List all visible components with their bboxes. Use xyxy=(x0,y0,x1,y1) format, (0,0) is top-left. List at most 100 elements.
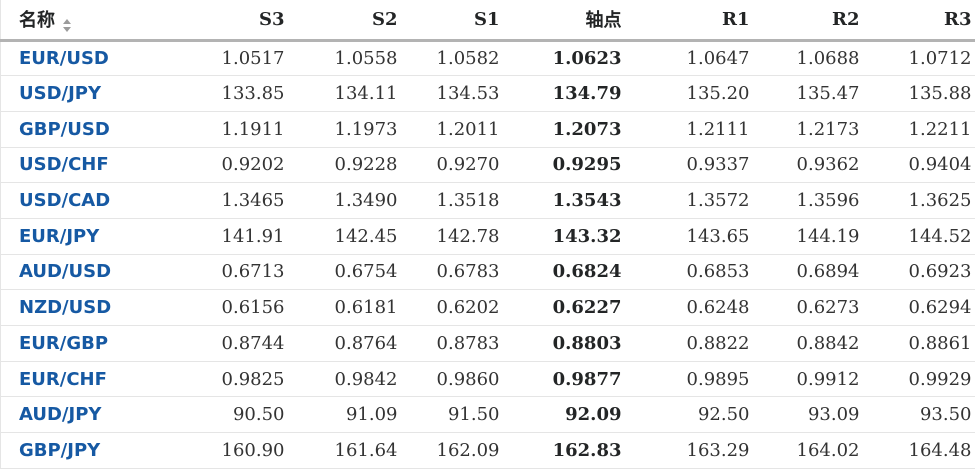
cell-s3: 141.91 xyxy=(165,218,289,255)
pair-link[interactable]: GBP/JPY xyxy=(19,439,101,461)
column-header-name[interactable]: 名称 xyxy=(0,0,166,42)
column-header-s3: S3 xyxy=(165,0,289,42)
cell-r2: 93.09 xyxy=(753,396,864,434)
cell-s1: 142.78 xyxy=(401,218,504,255)
table-row: GBP/USD 1.1911 1.1973 1.2011 1.2073 1.21… xyxy=(0,111,975,148)
pair-link[interactable]: NZD/USD xyxy=(19,297,112,319)
column-header-r1: R1 xyxy=(625,0,754,42)
cell-r2: 1.0688 xyxy=(753,40,864,77)
table-row: GBP/JPY 160.90 161.64 162.09 162.83 163.… xyxy=(0,432,975,469)
table-row: AUD/JPY 90.50 91.09 91.50 92.09 92.50 93… xyxy=(0,396,975,434)
header-row: 名称 S3 S2 S1 轴点 R1 R2 R3 xyxy=(0,0,975,42)
table-row: NZD/USD 0.6156 0.6181 0.6202 0.6227 0.62… xyxy=(0,289,975,326)
column-header-s2: S2 xyxy=(288,0,402,42)
table-row: USD/CAD 1.3465 1.3490 1.3518 1.3543 1.35… xyxy=(0,182,975,219)
cell-r1: 1.3572 xyxy=(625,182,754,219)
cell-pair-name: USD/CHF xyxy=(0,147,166,184)
pair-link[interactable]: EUR/GBP xyxy=(19,332,109,354)
cell-r1: 0.6853 xyxy=(625,254,754,291)
table-row: USD/CHF 0.9202 0.9228 0.9270 0.9295 0.93… xyxy=(0,147,975,184)
pair-link[interactable]: EUR/JPY xyxy=(19,225,100,247)
cell-pair-name: USD/JPY xyxy=(0,75,166,112)
cell-s1: 0.8783 xyxy=(401,325,504,362)
cell-r2: 164.02 xyxy=(753,432,864,469)
cell-pair-name: GBP/USD xyxy=(0,111,166,148)
table-row: EUR/JPY 141.91 142.45 142.78 143.32 143.… xyxy=(0,218,975,255)
cell-pair-name: NZD/USD xyxy=(0,289,166,326)
cell-r1: 0.6248 xyxy=(625,289,754,326)
cell-r2: 135.47 xyxy=(753,75,864,112)
cell-pivot: 1.2073 xyxy=(503,111,626,148)
cell-r1: 163.29 xyxy=(625,432,754,469)
cell-r1: 0.8822 xyxy=(625,325,754,362)
cell-pivot: 143.32 xyxy=(503,218,626,255)
cell-r1: 0.9895 xyxy=(625,361,754,398)
table-row: EUR/USD 1.0517 1.0558 1.0582 1.0623 1.06… xyxy=(0,40,975,77)
cell-r2: 144.19 xyxy=(753,218,864,255)
table-row: EUR/CHF 0.9825 0.9842 0.9860 0.9877 0.98… xyxy=(0,361,975,398)
cell-pair-name: USD/CAD xyxy=(0,182,166,219)
cell-s3: 160.90 xyxy=(165,432,289,469)
cell-s2: 0.9842 xyxy=(288,361,402,398)
cell-r2: 1.2173 xyxy=(753,111,864,148)
pair-link[interactable]: GBP/USD xyxy=(19,118,110,140)
cell-pivot: 1.3543 xyxy=(503,182,626,219)
cell-s1: 1.2011 xyxy=(401,111,504,148)
cell-r3: 0.8861 xyxy=(863,325,975,362)
column-header-r3: R3 xyxy=(863,0,975,42)
cell-s2: 0.8764 xyxy=(288,325,402,362)
column-header-pivot: 轴点 xyxy=(503,0,626,42)
cell-s3: 133.85 xyxy=(165,75,289,112)
table-row: AUD/USD 0.6713 0.6754 0.6783 0.6824 0.68… xyxy=(0,254,975,291)
cell-s2: 0.9228 xyxy=(288,147,402,184)
cell-r2: 0.9912 xyxy=(753,361,864,398)
cell-pivot: 0.8803 xyxy=(503,325,626,362)
cell-r1: 92.50 xyxy=(625,396,754,434)
cell-s3: 1.1911 xyxy=(165,111,289,148)
pair-link[interactable]: EUR/USD xyxy=(19,47,109,69)
table-body: EUR/USD 1.0517 1.0558 1.0582 1.0623 1.06… xyxy=(0,40,975,469)
pair-link[interactable]: EUR/CHF xyxy=(19,368,107,390)
cell-s1: 1.0582 xyxy=(401,40,504,77)
cell-pair-name: EUR/USD xyxy=(0,40,166,77)
cell-pair-name: AUD/USD xyxy=(0,254,166,291)
cell-pivot: 92.09 xyxy=(503,396,626,434)
cell-r2: 1.3596 xyxy=(753,182,864,219)
cell-s3: 0.9825 xyxy=(165,361,289,398)
table-row: USD/JPY 133.85 134.11 134.53 134.79 135.… xyxy=(0,75,975,112)
sort-down-arrow-icon xyxy=(63,27,71,33)
cell-s1: 1.3518 xyxy=(401,182,504,219)
cell-s2: 1.1973 xyxy=(288,111,402,148)
cell-r3: 164.48 xyxy=(863,432,975,469)
cell-r3: 144.52 xyxy=(863,218,975,255)
cell-s2: 142.45 xyxy=(288,218,402,255)
cell-s1: 91.50 xyxy=(401,396,504,434)
pair-link[interactable]: USD/CAD xyxy=(19,190,111,212)
cell-r3: 93.50 xyxy=(863,396,975,434)
cell-r1: 1.0647 xyxy=(625,40,754,77)
cell-pivot: 162.83 xyxy=(503,432,626,469)
sort-icon xyxy=(63,19,71,33)
cell-s1: 0.6783 xyxy=(401,254,504,291)
cell-r1: 135.20 xyxy=(625,75,754,112)
cell-s1: 134.53 xyxy=(401,75,504,112)
pair-link[interactable]: AUD/JPY xyxy=(19,404,102,426)
cell-r3: 1.3625 xyxy=(863,182,975,219)
sort-up-arrow-icon xyxy=(63,19,71,25)
table-row: EUR/GBP 0.8744 0.8764 0.8783 0.8803 0.88… xyxy=(0,325,975,362)
cell-pivot: 1.0623 xyxy=(503,40,626,77)
cell-r1: 143.65 xyxy=(625,218,754,255)
cell-s3: 0.9202 xyxy=(165,147,289,184)
column-header-name-label: 名称 xyxy=(19,10,55,32)
pair-link[interactable]: USD/CHF xyxy=(19,154,109,176)
cell-r2: 0.8842 xyxy=(753,325,864,362)
pair-link[interactable]: AUD/USD xyxy=(19,261,112,283)
cell-r3: 0.6294 xyxy=(863,289,975,326)
cell-r3: 0.9404 xyxy=(863,147,975,184)
cell-pivot: 0.6227 xyxy=(503,289,626,326)
pair-link[interactable]: USD/JPY xyxy=(19,83,102,105)
cell-r3: 1.0712 xyxy=(863,40,975,77)
cell-r3: 1.2211 xyxy=(863,111,975,148)
